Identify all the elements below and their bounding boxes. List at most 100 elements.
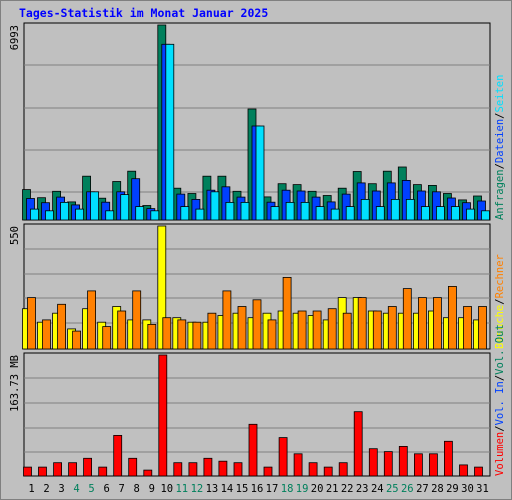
bar-rechner-day-29: [447, 285, 457, 350]
bar-seiten-day-15: [240, 201, 250, 221]
panel-middle: 550 Besuche/Rechner: [9, 223, 506, 350]
x-tick-label-day-1: 1: [28, 483, 34, 495]
bar-seiten-day-5: [90, 191, 99, 221]
x-tick-label-day-29: 29: [446, 483, 459, 495]
bar-seiten-day-23: [360, 198, 370, 221]
bar-volumen-day-16: [248, 423, 258, 477]
bar-seiten-day-9: [150, 210, 160, 221]
bar-volumen-day-11: [173, 462, 183, 477]
bar-seiten-day-27: [420, 206, 430, 221]
legend-separator: /: [494, 375, 506, 381]
bar-rechner-day-10: [162, 317, 172, 350]
bar-seiten-day-20: [315, 206, 325, 221]
x-tick-label-day-7: 7: [119, 483, 125, 495]
x-tick-label-day-3: 3: [58, 483, 64, 495]
bar-rechner-day-6: [102, 326, 112, 350]
bar-seiten-day-17: [270, 206, 280, 221]
bar-rechner-day-28: [432, 297, 442, 350]
bar-rechner-day-18: [282, 276, 292, 350]
bar-rechner-day-19: [297, 310, 307, 350]
bar-seiten-day-4: [75, 208, 84, 221]
bar-volumen-day-21: [323, 466, 333, 477]
bar-volumen-day-4: [68, 462, 77, 477]
bar-rechner-day-3: [57, 303, 66, 350]
x-tick-label-day-16: 16: [251, 483, 264, 495]
bar-seiten-day-11: [180, 206, 190, 221]
bar-rechner-day-5: [87, 290, 96, 350]
x-tick-label-day-8: 8: [134, 483, 140, 495]
x-tick-label-day-26: 26: [401, 483, 414, 495]
legend-entry-vol-in: Vol. In: [494, 381, 506, 425]
bar-volumen-day-1: [23, 466, 32, 477]
bar-volumen-day-12: [188, 462, 198, 477]
bar-rechner-day-15: [237, 306, 247, 350]
bar-volumen-day-10: [158, 354, 168, 477]
right-legend-middle: Besuche/Rechner: [494, 254, 506, 349]
bar-rechner-day-17: [267, 319, 277, 350]
legend-separator: /: [494, 163, 506, 169]
bar-seiten-day-16: [255, 125, 265, 221]
bar-seiten-day-14: [225, 201, 235, 221]
bar-seiten-day-28: [435, 206, 445, 221]
bar-rechner-day-11: [177, 319, 187, 350]
right-legend-bottom: Volumen/Vol. In/Vol. Out: [494, 324, 506, 476]
bar-rechner-day-14: [222, 290, 232, 350]
bar-seiten-day-1: [30, 208, 39, 221]
bar-volumen-day-8: [128, 457, 138, 477]
x-tick-label-day-10: 10: [160, 483, 173, 495]
bar-seiten-day-19: [300, 201, 310, 221]
bar-seiten-day-3: [60, 201, 69, 221]
x-tick-label-day-22: 22: [341, 483, 354, 495]
bar-seiten-day-29: [450, 206, 460, 221]
legend-entry-besuche: Besuche: [494, 305, 506, 349]
bar-rechner-day-8: [132, 290, 142, 350]
bar-volumen-day-2: [38, 466, 47, 477]
bar-rechner-day-25: [387, 306, 397, 350]
x-tick-label-day-14: 14: [221, 483, 234, 495]
bar-rechner-day-20: [312, 310, 322, 350]
legend-entry-seiten: Seiten: [494, 75, 506, 113]
bar-rechner-day-26: [402, 288, 412, 350]
legend-entry-rechner: Rechner: [494, 254, 506, 298]
x-tick-label-day-25: 25: [386, 483, 399, 495]
x-tick-label-day-17: 17: [266, 483, 279, 495]
bar-volumen-day-17: [263, 466, 273, 477]
x-tick-label-day-20: 20: [311, 483, 324, 495]
bar-rechner-day-12: [192, 321, 202, 350]
x-tick-label-day-30: 30: [461, 483, 474, 495]
bar-rechner-day-21: [327, 308, 337, 350]
bar-volumen-day-27: [413, 453, 423, 477]
x-tick-label-day-15: 15: [236, 483, 249, 495]
bar-volumen-day-18: [278, 437, 288, 477]
bar-volumen-day-3: [53, 462, 62, 477]
bar-volumen-day-23: [353, 411, 363, 477]
y-max-label: 550: [9, 226, 21, 245]
bar-besuche-day-10: [157, 225, 167, 350]
x-tick-label-day-9: 9: [149, 483, 155, 495]
bar-rechner-day-4: [72, 330, 81, 350]
chart-title: Tages-Statistik im Monat Januar 2025: [19, 6, 268, 20]
bar-seiten-day-21: [330, 208, 340, 221]
bar-rechner-day-16: [252, 299, 262, 350]
bar-seiten-day-26: [405, 198, 415, 221]
bar-volumen-day-6: [98, 466, 108, 477]
legend-entry-dateien: Dateien: [494, 119, 506, 163]
bar-rechner-day-1: [27, 297, 36, 350]
bar-seiten-day-13: [210, 191, 220, 221]
bar-volumen-day-22: [338, 462, 348, 477]
bar-volumen-day-15: [233, 462, 243, 477]
bar-rechner-day-31: [478, 306, 487, 350]
right-legend-top: Anfragen/Dateien/Seiten: [494, 75, 506, 220]
bar-volumen-day-25: [383, 451, 393, 477]
bar-volumen-day-29: [443, 440, 453, 477]
bar-volumen-day-30: [459, 464, 468, 477]
bar-rechner-day-23: [357, 297, 367, 350]
bar-volumen-day-13: [203, 457, 213, 477]
bar-volumen-day-7: [113, 434, 123, 477]
x-tick-label-day-23: 23: [356, 483, 369, 495]
x-tick-label-day-2: 2: [43, 483, 49, 495]
bar-volumen-day-26: [398, 445, 408, 477]
x-tick-label-day-21: 21: [326, 483, 339, 495]
